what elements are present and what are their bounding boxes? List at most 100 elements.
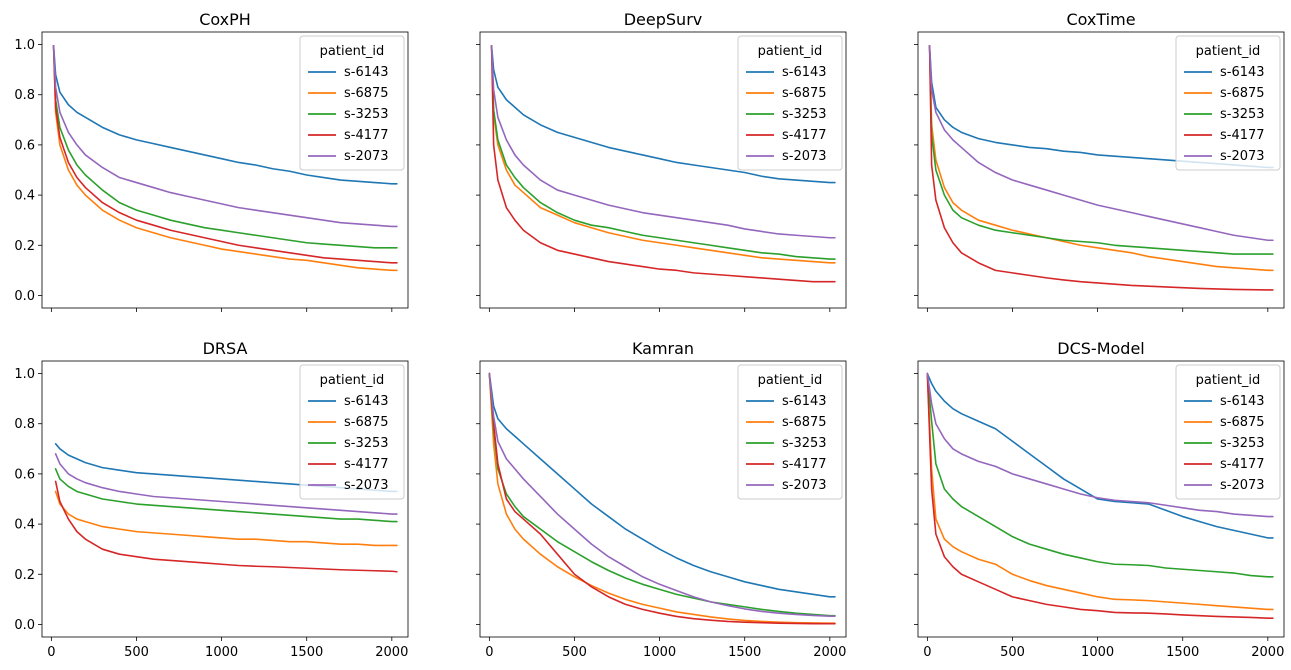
y-tick-label: 0.4 [14,518,35,533]
legend-label: s-4177 [344,128,389,143]
legend: patient_id s-6143 s-6875 s-3253 s-4177 s-2073 [1175,35,1281,171]
panel-title: CoxTime [1066,10,1135,29]
legend-label: s-4177 [1220,457,1265,472]
x-tick-label: 1000 [643,645,676,660]
series-line-s-2073 [488,372,836,617]
legend-label: s-3253 [344,436,389,451]
legend-title: patient_id [320,44,385,59]
legend-box [1175,364,1281,500]
legend: patient_id s-6143 s-6875 s-3253 s-4177 s-2073 [299,364,405,500]
legend-box [737,35,843,171]
legend-label: s-6143 [782,394,827,409]
legend-label: s-2073 [344,478,389,493]
panel-title: DCS-Model [1057,339,1144,358]
x-tick-label: 2000 [1251,645,1284,660]
series-line-s-2073 [928,44,1274,242]
x-tick-label: 1000 [1081,645,1114,660]
y-tick-label: 0.4 [14,189,35,204]
legend-label: s-4177 [782,128,827,143]
panel-dcs-model: DCS-Model 0 500 1000 1500 2000 patient_id s-614… [914,339,1285,660]
legend-label: s-2073 [344,149,389,164]
y-tick-label: 0.8 [14,88,35,103]
x-tick-label: 0 [923,645,931,660]
series-line-s-6143 [490,44,836,184]
axes-frame [479,31,847,309]
legend-box [299,364,405,500]
series-line-s-3253 [490,44,836,260]
y-tick-label: 0.2 [14,568,35,583]
x-tick-label: 500 [1000,645,1025,660]
x-tick-label: 1500 [728,645,761,660]
panel-coxph: CoxPH 0.0 0.2 0.4 0.6 0.8 1.0 patient_id s-6143 s… [14,10,409,312]
series-line-s-6875 [52,44,398,272]
y-tick-label: 1.0 [14,38,35,53]
x-tick-label: 2000 [375,645,408,660]
y-tick-label: 0.8 [14,417,35,432]
legend-label: s-2073 [1220,149,1265,164]
panel-drsa: DRSA 0 500 1000 1500 2000 0.0 0.2 0.4 0.6 0.8 1.0 pa… [14,339,409,660]
legend-title: patient_id [1196,44,1261,59]
series-line-s-3253 [928,44,1274,255]
legend-label: s-3253 [782,436,827,451]
axes-frame [41,360,409,638]
legend-label: s-6875 [1220,415,1265,430]
x-tick-label: 500 [124,645,149,660]
x-tick-label: 500 [562,645,587,660]
y-tick-label: 0.2 [14,239,35,254]
series-line-s-3253 [926,372,1274,578]
series-line-s-6875 [488,372,836,625]
series-line-s-6875 [928,44,1274,272]
legend-label: s-6875 [782,415,827,430]
legend-label: s-4177 [1220,128,1265,143]
y-tick-label: 1.0 [14,367,35,382]
panel-title: DeepSurv [624,10,703,29]
legend-label: s-4177 [782,457,827,472]
series-line-s-3253 [52,44,398,249]
legend-label: s-3253 [1220,436,1265,451]
legend-label: s-3253 [782,107,827,122]
legend-label: s-3253 [344,107,389,122]
series-line-s-6875 [926,372,1274,611]
x-tick-label: 0 [485,645,493,660]
y-tick-label: 0.0 [14,289,35,304]
legend: patient_id s-6143 s-6875 s-3253 s-4177 s-2073 [737,364,843,500]
panel-kamran: Kamran 0 500 1000 1500 2000 patient_id s-6143 s-… [476,339,847,660]
legend-title: patient_id [758,44,823,59]
series-line-s-4177 [490,44,836,283]
series-line-s-4177 [52,44,398,264]
x-tick-label: 1500 [290,645,323,660]
series-line-s-6143 [52,44,398,185]
series-line-s-4177 [926,372,1274,619]
legend-label: s-6143 [782,65,827,80]
panel-title: DRSA [203,339,248,358]
series-line-s-4177 [488,372,836,625]
legend-box [299,35,405,171]
y-tick-label: 0.0 [14,618,35,633]
legend: patient_id s-6143 s-6875 s-3253 s-4177 s-2073 [737,35,843,171]
panel-deepsurv: DeepSurv patient_id s-6143 s-6875 s-3253 s-41… [476,10,847,312]
series-line-s-6875 [54,490,398,547]
series-line-s-4177 [928,44,1274,291]
legend-title: patient_id [1196,373,1261,388]
series-line-s-6143 [926,372,1274,539]
legend-box [1175,35,1281,171]
legend-label: s-6875 [344,415,389,430]
legend-label: s-6875 [1220,86,1265,101]
legend-title: patient_id [758,373,823,388]
series-line-s-6875 [490,44,836,264]
legend-box [737,364,843,500]
axes-frame [917,360,1285,638]
legend-label: s-6143 [1220,65,1265,80]
legend: patient_id s-6143 s-6875 s-3253 s-4177 s-2073 [299,35,405,171]
legend-title: patient_id [320,373,385,388]
panel-coxtime: CoxTime patient_id s-6143 s-6875 s-3253 s-417… [914,10,1285,312]
y-tick-label: 0.6 [14,138,35,153]
x-tick-label: 2000 [813,645,846,660]
series-line-s-2073 [490,44,836,239]
x-tick-label: 0 [47,645,55,660]
panel-title: Kamran [632,339,694,358]
legend-label: s-2073 [782,149,827,164]
panel-title: CoxPH [199,10,251,29]
series-line-s-3253 [54,468,398,523]
